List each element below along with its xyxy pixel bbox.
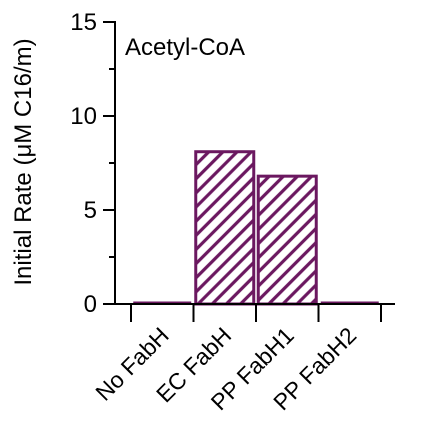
y-tick-label: 15: [70, 9, 97, 36]
y-tick-label: 10: [70, 103, 97, 130]
chart-annotation: Acetyl-CoA: [125, 34, 245, 61]
y-tick-label: 5: [84, 197, 97, 224]
bar: [256, 174, 318, 306]
y-axis-title: Initial Rate (μM C16/m): [10, 38, 37, 285]
bars-layer: [133, 150, 379, 306]
y-tick-label: 0: [84, 291, 97, 318]
bar: [194, 150, 256, 306]
